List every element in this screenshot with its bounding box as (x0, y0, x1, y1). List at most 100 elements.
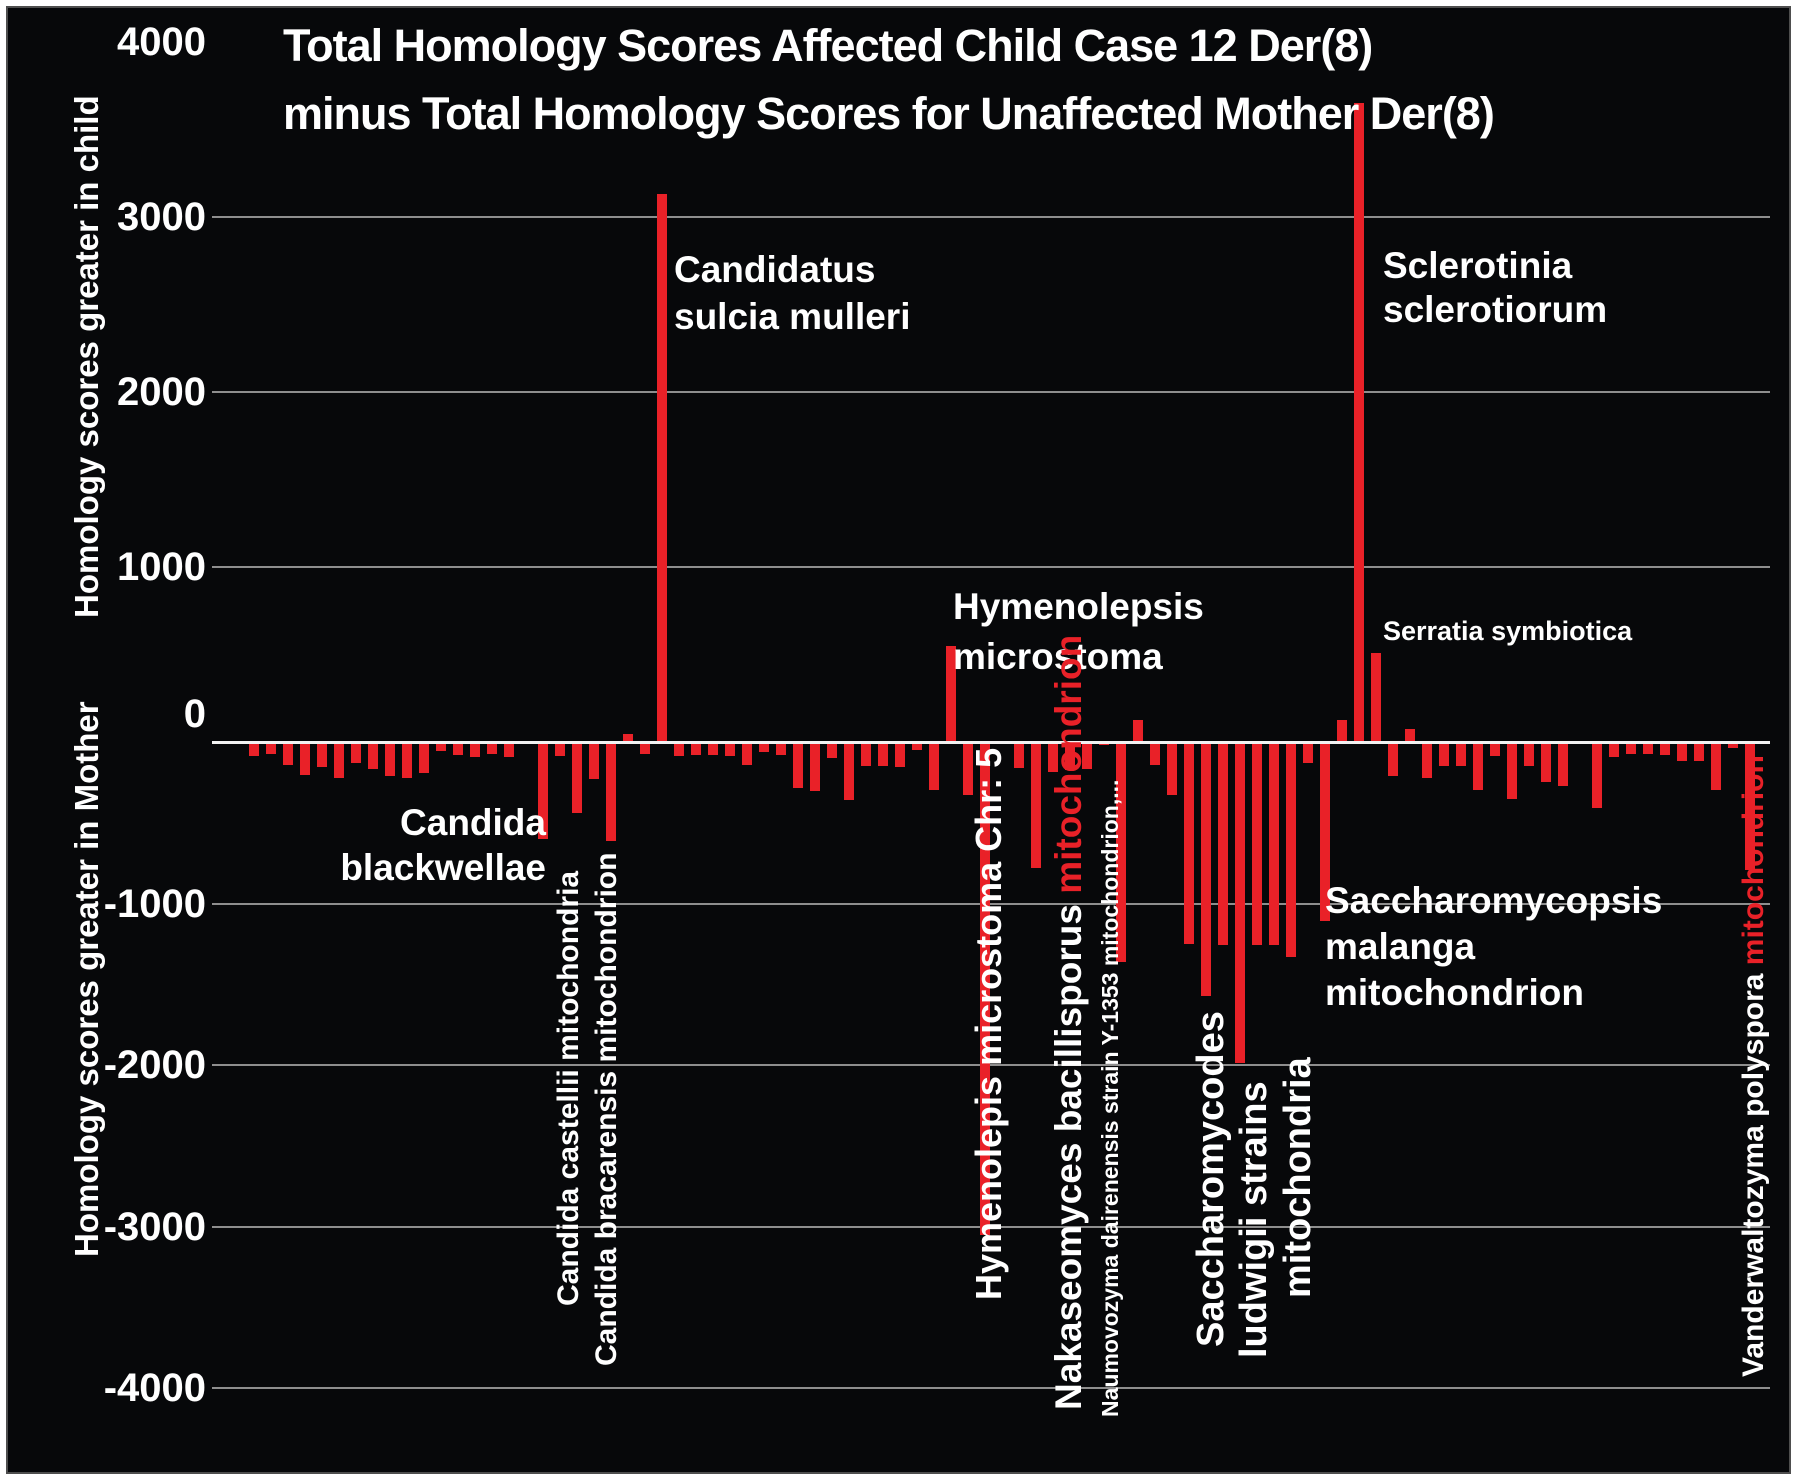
bar-35 (844, 742, 854, 800)
bar-82 (1643, 742, 1653, 755)
bar-18 (555, 742, 565, 757)
y-tick-label-3000: 3000 (117, 195, 206, 239)
chart-panel (6, 6, 1791, 1474)
y-tick-label-0: 0 (183, 692, 206, 736)
annotation-saccharomycopsis: Saccharomycopsis malanga mitochondrion (1325, 878, 1662, 1016)
y-axis-title-negative: Homology scores greater in Mother (68, 701, 105, 1257)
annotation-white-part: Vanderwaltozyma polyspora (1737, 965, 1770, 1377)
y-tick-label-4000: 4000 (117, 20, 206, 64)
bar-7 (368, 742, 378, 769)
bar-63 (1320, 742, 1330, 922)
annotation-sclerotinia: Sclerotinia sclerotiorum (1383, 244, 1607, 332)
bar-36 (861, 742, 871, 766)
bar-75 (1524, 742, 1534, 767)
bar-50 (1099, 742, 1109, 746)
bar-72 (1473, 742, 1483, 791)
bar-13 (470, 742, 480, 757)
bar-43 (980, 742, 990, 1235)
bar-55 (1184, 742, 1194, 944)
gridline--2000 (212, 1064, 1770, 1066)
bar-60 (1269, 742, 1279, 946)
bar-85 (1694, 742, 1704, 762)
gridline--3000 (212, 1225, 1770, 1228)
annotation-line: malanga (1325, 926, 1476, 967)
bar-87 (1728, 742, 1738, 748)
bar-42 (963, 742, 973, 796)
bar-68 (1405, 728, 1415, 742)
bar-88 (1745, 742, 1755, 870)
bar-2 (283, 742, 293, 765)
bar-26 (691, 742, 701, 756)
bar-3 (300, 742, 310, 776)
bar-6 (351, 742, 361, 763)
bar-71 (1456, 742, 1466, 767)
bar-53 (1150, 742, 1160, 766)
bar-27 (708, 742, 718, 756)
bar-14 (487, 742, 497, 754)
chart-title-line1: Total Homology Scores Affected Child Cas… (283, 20, 1373, 71)
annotation-nakaseomyces: Nakaseomyces bacillisporus mitochondrion (1048, 635, 1090, 1410)
annotation-candida-blackwellae: Candida blackwellae (270, 800, 546, 890)
bar-64 (1337, 720, 1347, 742)
bar-47 (1048, 742, 1058, 772)
bar-11 (436, 742, 446, 751)
bar-41 (946, 645, 956, 742)
annotation-hymenolepis-chr5: Hymenolepis microstoma Chr: 5 (968, 747, 1009, 1300)
annotation-line: microstoma (953, 636, 1163, 677)
bar-23 (640, 742, 650, 754)
annotation-candidatus-sulcia: Candidatus sulcia mulleri (674, 246, 911, 340)
bar-12 (453, 742, 463, 756)
y-tick-label--2000: -2000 (103, 1043, 206, 1087)
bar-32 (793, 742, 803, 789)
bar-74 (1507, 742, 1517, 799)
y-tick-label-1000: 1000 (117, 545, 206, 589)
annotation-vanderwaltozyma: Vanderwaltozyma polyspora mitochondrion (1737, 745, 1771, 1377)
bar-34 (827, 742, 837, 758)
bar-48 (1065, 742, 1075, 771)
bar-79 (1592, 742, 1602, 809)
bar-83 (1660, 742, 1670, 755)
gridline--1000 (212, 902, 1770, 905)
bar-59 (1252, 742, 1262, 946)
zero-axis-line (212, 740, 1770, 744)
annotation-candida-bracarensis: Candida bracarensis mitochondrion (590, 852, 623, 1366)
bar-80 (1609, 742, 1619, 757)
bar-66 (1371, 652, 1381, 742)
bar-30 (759, 742, 769, 753)
bar-76 (1541, 742, 1551, 783)
bar-33 (810, 742, 820, 791)
bar-4 (317, 742, 327, 767)
bar-22 (623, 734, 633, 742)
bar-29 (742, 742, 752, 765)
bar-86 (1711, 742, 1721, 790)
bar-51 (1116, 742, 1126, 962)
y-tick-label--1000: -1000 (103, 881, 206, 926)
annotation-line: Sclerotinia (1383, 245, 1573, 286)
bar-37 (878, 742, 888, 766)
annotation-candida-castellii: Candida castellii mitochondria (552, 870, 585, 1306)
bar-9 (402, 742, 412, 778)
gridline-2000 (212, 391, 1770, 393)
annotation-line: Candidatus (674, 249, 876, 290)
annotation-saccharomycodes-col3: mitochondria (1277, 1057, 1319, 1298)
bar-52 (1133, 720, 1143, 742)
annotation-saccharomycodes-col2: ludwigii strains (1233, 1081, 1275, 1358)
bar-46 (1031, 742, 1041, 868)
gridline-3000 (212, 216, 1770, 218)
bar-62 (1303, 742, 1313, 763)
annotation-white-part: Nakaseomyces bacillisporus (1048, 893, 1089, 1410)
bar-73 (1490, 742, 1500, 756)
y-tick-label--4000: -4000 (103, 1366, 206, 1410)
bar-28 (725, 742, 735, 756)
bar-54 (1167, 742, 1177, 796)
annotation-line: Saccharomycopsis (1325, 880, 1663, 921)
bar-81 (1626, 742, 1636, 755)
bar-69 (1422, 742, 1432, 778)
annotation-line: sclerotiorum (1383, 289, 1608, 330)
bar-25 (674, 742, 684, 757)
bar-38 (895, 742, 905, 768)
bar-58 (1235, 742, 1245, 1064)
bar-19 (572, 742, 582, 814)
annotation-naumovozyma: Naumovozyma dairenensis strain Y-1353 mi… (1097, 779, 1123, 1417)
bar-70 (1439, 742, 1449, 767)
